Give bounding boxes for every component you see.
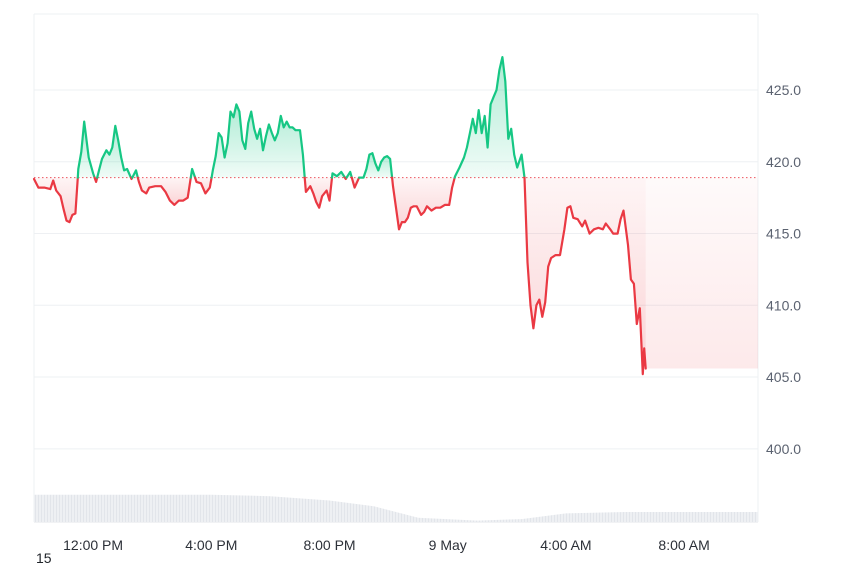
line-up-9 (210, 103, 306, 179)
y-tick-label: 400.0 (766, 441, 801, 457)
line-up-13 (345, 170, 353, 179)
area-above-17 (454, 57, 525, 178)
corner-label: 15 (36, 550, 52, 566)
area-below-10 (304, 177, 332, 208)
line-up-1 (76, 120, 96, 179)
x-tick-label: 8:00 PM (303, 537, 355, 553)
area-below-0 (34, 177, 78, 223)
x-tick-label: 12:00 PM (63, 537, 123, 553)
line-down-8 (194, 176, 213, 195)
line-down-0 (32, 176, 79, 224)
line-down-2 (93, 176, 99, 183)
area-above-1 (77, 121, 95, 178)
area-below-tail (645, 177, 758, 369)
price-line (32, 56, 647, 376)
line-up-3 (96, 124, 132, 179)
line-up-7 (189, 167, 197, 179)
line-down-18 (523, 176, 647, 376)
y-tick-label: 415.0 (766, 226, 801, 242)
line-up-15 (358, 152, 394, 179)
y-tick-label: 420.0 (766, 154, 801, 170)
volume-area (34, 494, 758, 522)
line-down-10 (303, 176, 334, 209)
area-below-6 (137, 177, 191, 205)
area-below-18 (524, 177, 646, 375)
volume-bars (34, 494, 758, 522)
x-tick-label: 9 May (429, 537, 467, 553)
y-axis: 400.0 405.0 410.0 415.0 420.0 425.0 (766, 82, 801, 457)
line-up-17 (453, 56, 526, 179)
x-axis: 12:00 PM 4:00 PM 8:00 PM 9 May 4:00 AM 8:00 A… (63, 537, 710, 553)
y-tick-label: 405.0 (766, 369, 801, 385)
x-tick-label: 4:00 PM (185, 537, 237, 553)
y-tick-label: 425.0 (766, 82, 801, 98)
x-tick-label: 4:00 AM (540, 537, 591, 553)
line-up-5 (131, 169, 139, 179)
x-tick-label: 8:00 AM (658, 537, 709, 553)
area-above-9 (211, 104, 305, 178)
line-down-6 (136, 176, 192, 206)
line-up-11 (330, 170, 346, 179)
line-down-14 (350, 176, 361, 189)
y-tick-label: 410.0 (766, 297, 801, 313)
line-down-16 (391, 176, 456, 231)
